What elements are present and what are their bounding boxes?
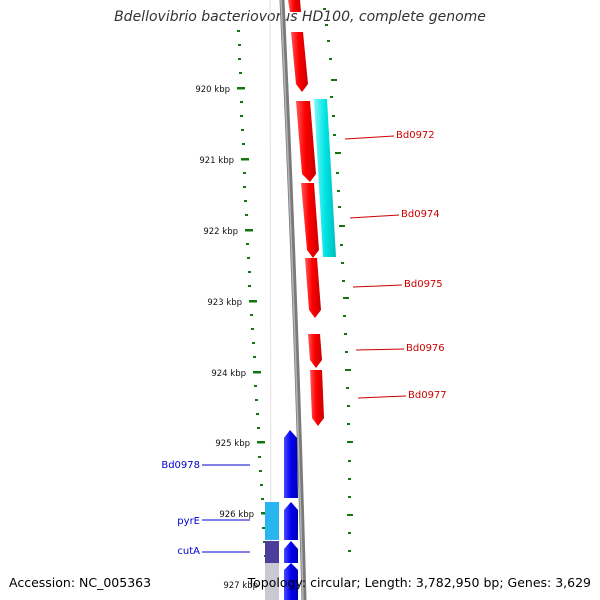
gene-label-Bd0977[interactable]: Bd0977 [408, 390, 447, 401]
tick-label: 925 kbp [215, 439, 250, 449]
tick-label: 920 kbp [195, 85, 230, 95]
gene-arrow-red[interactable] [301, 183, 319, 258]
gene-arrow-red[interactable] [305, 258, 321, 318]
scale-ticks-right [323, 8, 353, 552]
tick-label: 922 kbp [203, 227, 238, 237]
tick-label: 926 kbp [219, 510, 254, 520]
accession-text: Accession: NC_005363 [9, 575, 152, 590]
gene-label-pyrE[interactable]: pyrE [177, 516, 200, 527]
map-title: Bdellovibrio bacteriovorus HD100, comple… [114, 9, 486, 25]
gene-label-Bd0972[interactable]: Bd0972 [396, 130, 435, 141]
forward-strand-genes [284, 430, 298, 600]
genome-summary-text: Topology: circular; Length: 3,782,950 bp… [247, 575, 591, 590]
gene-label-Bd0975[interactable]: Bd0975 [404, 279, 443, 290]
gene-arrow-blue[interactable] [284, 430, 298, 498]
gene-arrow-red[interactable] [288, 0, 301, 12]
gene-label-Bd0976[interactable]: Bd0976 [406, 343, 445, 354]
genome-backbone-highlight [280, 0, 304, 600]
gene-arrow-blue[interactable] [284, 502, 298, 540]
reverse-strand-genes [288, 0, 324, 426]
pyrE-feature[interactable] [265, 502, 279, 540]
tick-label: 921 kbp [199, 156, 234, 166]
gene-arrow-red[interactable] [308, 334, 322, 368]
tick-label: 927 kbp [223, 581, 258, 591]
gene-label-Bd0978[interactable]: Bd0978 [161, 460, 200, 471]
label-leaders [202, 135, 407, 553]
scale-ticks-left [237, 30, 268, 571]
gene-arrow-blue[interactable] [284, 563, 298, 600]
gene-label-cutA[interactable]: cutA [177, 546, 200, 557]
tick-label: 924 kbp [211, 369, 246, 379]
cutA-feature[interactable] [265, 541, 279, 563]
gene-label-Bd0974[interactable]: Bd0974 [401, 209, 440, 220]
genome-backbone [279, 0, 307, 600]
gene-arrow-red[interactable] [291, 32, 308, 92]
cyan-feature[interactable] [314, 99, 336, 257]
grey-feature [265, 563, 279, 600]
gene-arrow-blue[interactable] [284, 541, 298, 563]
tick-label: 923 kbp [207, 298, 242, 308]
footer: Accession: NC_005363 Topology: circular;… [9, 575, 591, 593]
gene-arrow-red[interactable] [310, 370, 324, 426]
gene-arrow-red[interactable] [296, 101, 316, 182]
